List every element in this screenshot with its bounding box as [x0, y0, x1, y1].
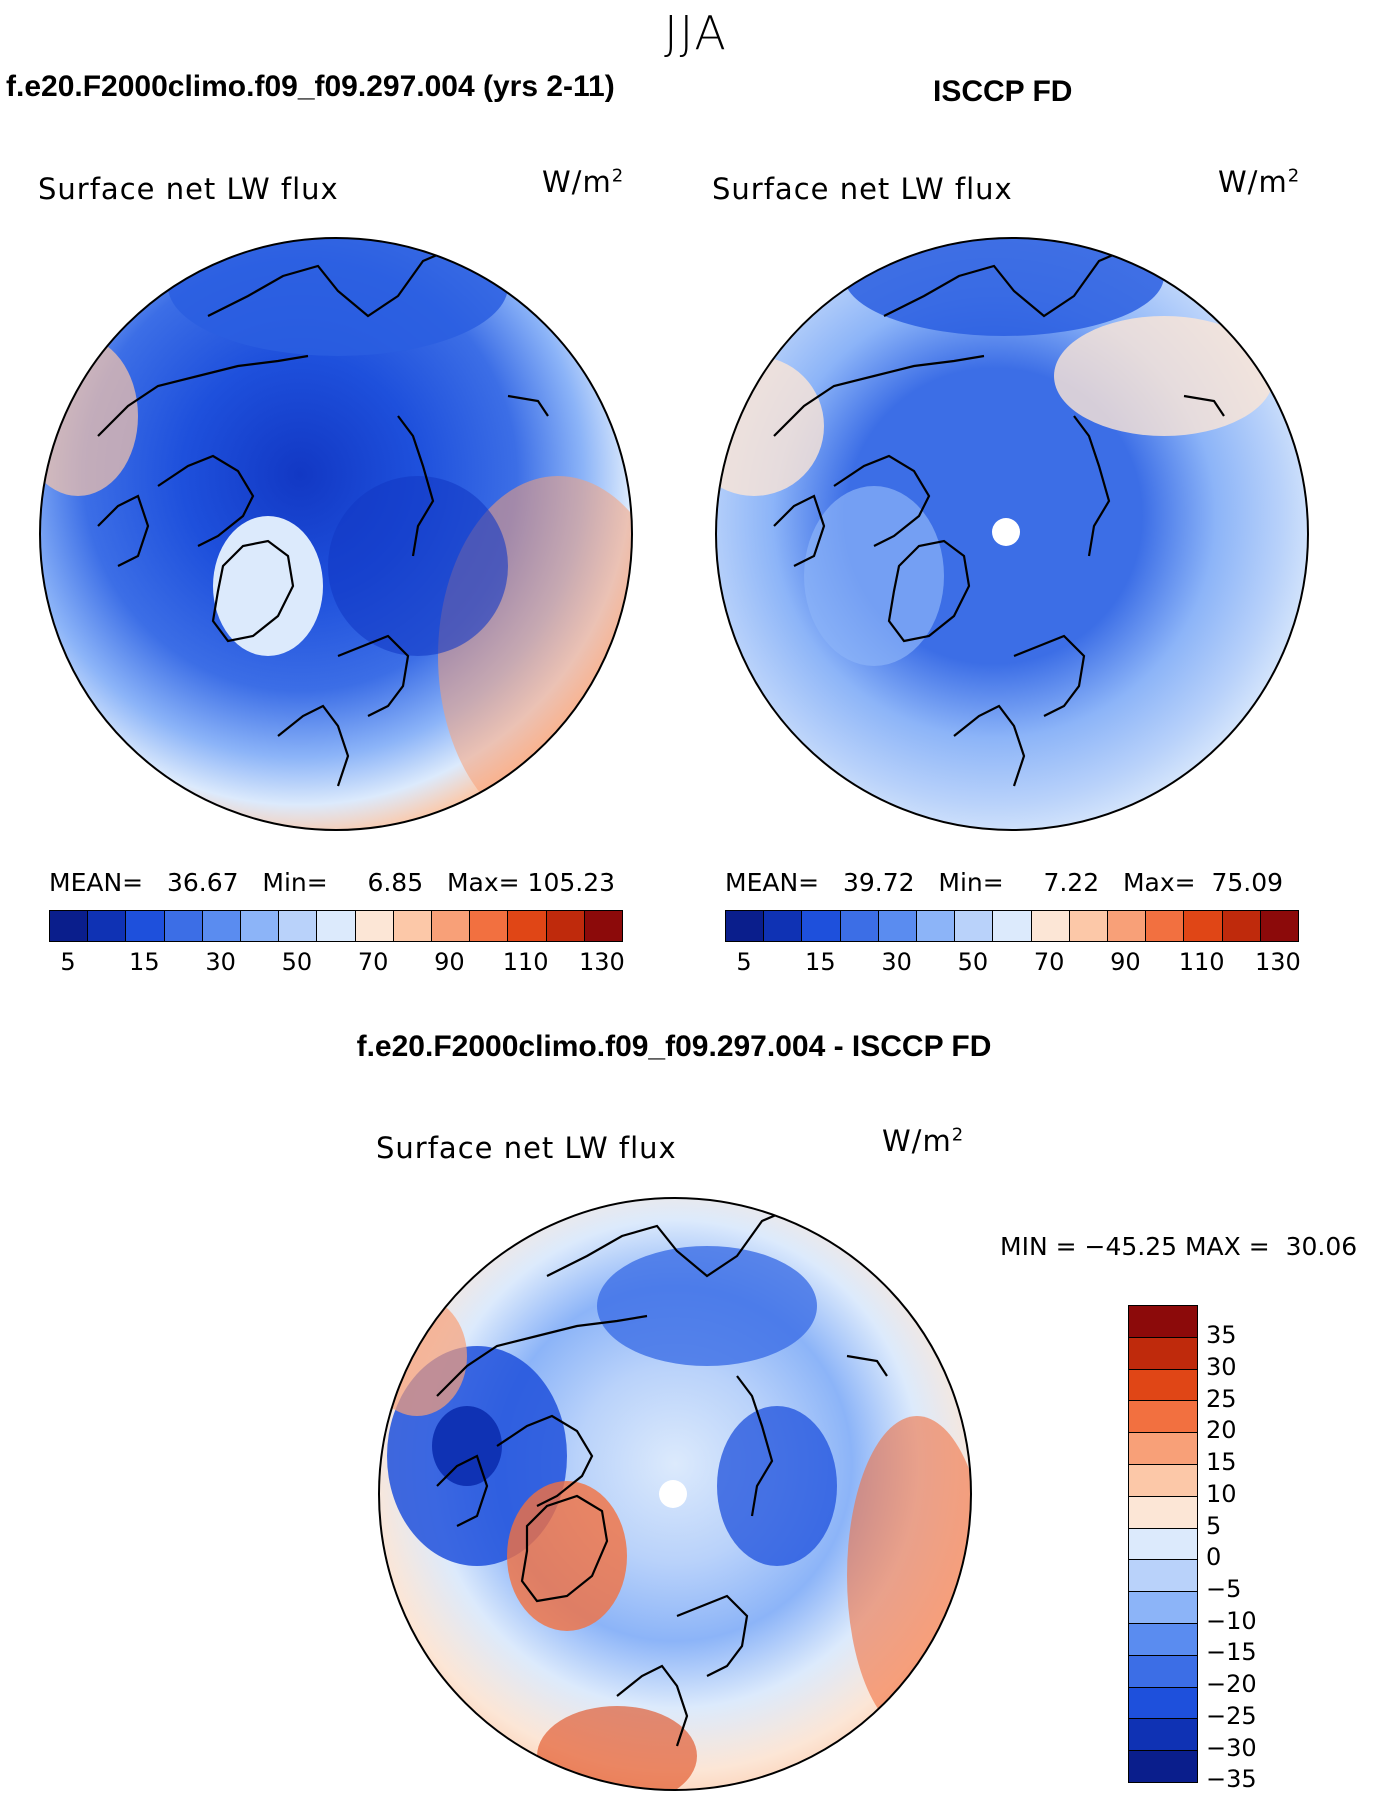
- colorbar-tick-label: 50: [957, 948, 989, 976]
- colorbar-tick-label: 5: [1206, 1511, 1222, 1540]
- colorbar-tick-label: −5: [1206, 1575, 1242, 1603]
- colorbar-swatch: [584, 911, 623, 941]
- colorbar-tick-label: 130: [1255, 948, 1301, 976]
- colorbar-swatch: [1129, 1719, 1197, 1752]
- colorbar-swatch: [88, 911, 127, 941]
- diff-polar-map: [378, 1197, 972, 1791]
- colorbar-tick-label: 15: [129, 948, 160, 976]
- colorbar-tick-label: −30: [1206, 1733, 1257, 1762]
- model-plot-title: Surface net LW flux: [38, 172, 339, 206]
- diff-colorbar-ticks: 35 30 25 20 15 10 5 0 −5 −10 −15 −20 −25 −30 −35: [1206, 1305, 1286, 1793]
- season-title: JJA: [664, 6, 728, 60]
- diff-units: W/m2: [882, 1124, 965, 1158]
- colorbar-swatch: [470, 911, 509, 941]
- colorbar-tick-label: −10: [1206, 1606, 1257, 1635]
- colorbar-swatch: [1129, 1655, 1197, 1688]
- model-units: W/m2: [542, 165, 625, 199]
- colorbar-swatch: [1222, 911, 1261, 941]
- colorbar-swatch: [1260, 911, 1299, 941]
- colorbar-tick-label: 35: [1206, 1321, 1237, 1350]
- colorbar-tick-label: 70: [1033, 948, 1065, 976]
- obs-stats: MEAN= 39.72 Min= 7.22 Max= 75.09: [725, 868, 1284, 897]
- colorbar-tick-label: 90: [1110, 948, 1141, 976]
- colorbar-tick-label: 15: [805, 948, 836, 976]
- diff-colorbar: [1128, 1305, 1198, 1783]
- colorbar-swatch: [802, 911, 841, 941]
- colorbar-swatch: [1129, 1337, 1197, 1370]
- colorbar-swatch: [1129, 1464, 1197, 1497]
- colorbar-swatch: [164, 911, 203, 941]
- colorbar-tick-label: 110: [502, 948, 549, 976]
- colorbar-tick-label: 0: [1206, 1543, 1222, 1572]
- colorbar-swatch: [1129, 1401, 1197, 1434]
- colorbar-swatch: [1146, 911, 1185, 941]
- diff-stats: MIN = −45.25 MAX = 30.06: [1000, 1232, 1358, 1261]
- colorbar-tick-label: 30: [205, 948, 236, 976]
- colorbar-swatch: [726, 911, 765, 941]
- colorbar-swatch: [126, 911, 165, 941]
- colorbar-tick-label: −20: [1206, 1670, 1257, 1699]
- colorbar-tick-label: 5: [736, 948, 752, 976]
- colorbar-swatch: [1129, 1623, 1197, 1656]
- colorbar-swatch: [1129, 1369, 1197, 1402]
- colorbar-swatch: [1129, 1496, 1197, 1529]
- diff-plot-title: Surface net LW flux: [376, 1131, 677, 1165]
- colorbar-tick-label: −35: [1206, 1765, 1257, 1794]
- colorbar-swatch: [1129, 1306, 1197, 1338]
- colorbar-swatch: [1184, 911, 1223, 941]
- obs-colorbar: [725, 910, 1299, 942]
- model-colorbar: [49, 910, 623, 942]
- colorbar-tick-label: 50: [281, 948, 313, 976]
- colorbar-swatch: [1129, 1528, 1197, 1561]
- obs-polar-map: [715, 237, 1309, 831]
- colorbar-swatch: [917, 911, 956, 941]
- colorbar-swatch: [840, 911, 879, 941]
- colorbar-swatch: [202, 911, 242, 941]
- colorbar-swatch: [355, 911, 394, 941]
- colorbar-tick-label: 30: [881, 948, 912, 976]
- colorbar-tick-label: 90: [434, 948, 465, 976]
- colorbar-swatch: [241, 911, 280, 941]
- colorbar-swatch: [1129, 1687, 1197, 1720]
- colorbar-swatch: [764, 911, 803, 941]
- colorbar-tick-label: 15: [1206, 1448, 1237, 1477]
- colorbar-swatch: [50, 911, 89, 941]
- obs-units: W/m2: [1218, 165, 1301, 199]
- colorbar-swatch: [546, 911, 585, 941]
- colorbar-tick-label: 25: [1206, 1384, 1237, 1413]
- colorbar-swatch: [878, 911, 918, 941]
- colorbar-swatch: [993, 911, 1032, 941]
- model-colorbar-ticks: 5 15 30 50 70 90 110 130: [49, 948, 624, 978]
- colorbar-swatch: [1108, 911, 1147, 941]
- colorbar-tick-label: 130: [579, 948, 625, 976]
- obs-plot-title: Surface net LW flux: [712, 172, 1013, 206]
- model-polar-map: [39, 237, 633, 831]
- colorbar-swatch: [1129, 1560, 1197, 1593]
- colorbar-swatch: [432, 911, 471, 941]
- colorbar-tick-label: −15: [1206, 1638, 1257, 1667]
- colorbar-swatch: [279, 911, 318, 941]
- colorbar-swatch: [393, 911, 433, 941]
- colorbar-swatch: [1069, 911, 1109, 941]
- colorbar-tick-label: 5: [60, 948, 76, 976]
- colorbar-swatch: [1129, 1433, 1197, 1465]
- colorbar-swatch: [955, 911, 994, 941]
- colorbar-swatch: [317, 911, 356, 941]
- colorbar-swatch: [1129, 1592, 1197, 1624]
- colorbar-swatch: [508, 911, 547, 941]
- obs-colorbar-ticks: 5 15 30 50 70 90 110 130: [725, 948, 1300, 978]
- diff-case-title: f.e20.F2000climo.f09_f09.297.004 - ISCCP…: [356, 1030, 992, 1063]
- colorbar-tick-label: 30: [1206, 1352, 1237, 1381]
- model-stats: MEAN= 36.67 Min= 6.85 Max= 105.23: [49, 868, 616, 897]
- colorbar-tick-label: −25: [1206, 1701, 1257, 1730]
- colorbar-swatch: [1031, 911, 1070, 941]
- colorbar-tick-label: 110: [1178, 948, 1225, 976]
- colorbar-tick-label: 10: [1206, 1479, 1237, 1508]
- obs-case-title: ISCCP FD: [933, 75, 1073, 108]
- model-case-title: f.e20.F2000climo.f09_f09.297.004 (yrs 2-…: [6, 70, 615, 103]
- colorbar-swatch: [1129, 1751, 1197, 1782]
- colorbar-tick-label: 20: [1206, 1416, 1237, 1445]
- colorbar-tick-label: 70: [357, 948, 389, 976]
